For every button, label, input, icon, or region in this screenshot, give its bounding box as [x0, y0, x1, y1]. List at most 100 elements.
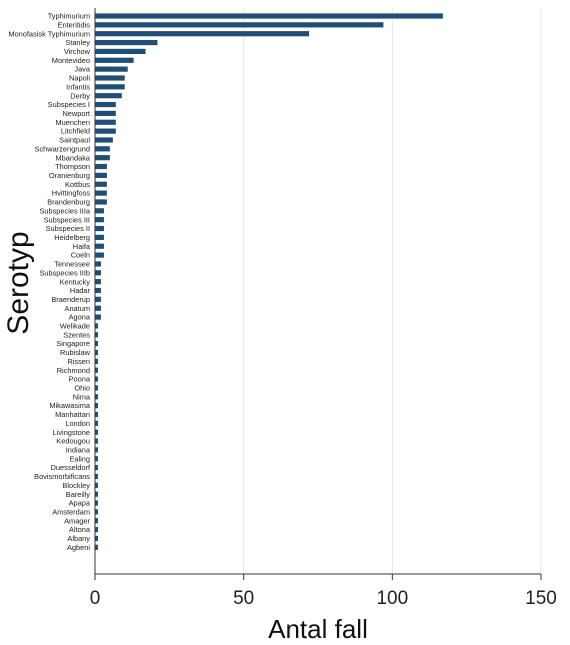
- category-label: Ealing: [69, 454, 90, 463]
- bar: [95, 181, 107, 187]
- bar: [95, 526, 98, 533]
- category-label: Enteritidis: [58, 20, 91, 29]
- bar: [95, 110, 116, 117]
- bar: [95, 84, 125, 90]
- bar: [95, 172, 107, 178]
- bar: [95, 261, 101, 267]
- bar: [95, 323, 98, 329]
- bar: [95, 314, 101, 320]
- category-label: Hvittingfoss: [52, 189, 91, 198]
- category-label: Schwarzengrund: [35, 144, 90, 153]
- category-label: Haifa: [73, 242, 91, 251]
- category-label: Litchfield: [61, 127, 90, 136]
- category-label: Indiana: [66, 445, 91, 454]
- bar: [95, 22, 384, 28]
- x-tick-label: 50: [233, 588, 254, 609]
- bar: [95, 429, 98, 435]
- bar: [95, 234, 104, 240]
- category-label: Oranienburg: [49, 171, 90, 180]
- category-label: Coeln: [71, 251, 90, 260]
- bar: [95, 456, 98, 462]
- bar: [95, 57, 134, 63]
- category-label: Bareilly: [66, 490, 91, 499]
- gridlines: [243, 8, 542, 574]
- x-tick-label: 100: [376, 588, 408, 609]
- bar: [95, 199, 107, 205]
- category-label: Monofasisk Typhimurium: [8, 29, 90, 38]
- category-label: Richmond: [57, 366, 90, 375]
- category-label: Kedougou: [56, 437, 90, 446]
- bar: [95, 279, 101, 285]
- bar: [95, 146, 110, 152]
- category-label: Mikawasima: [49, 401, 91, 410]
- bar: [95, 341, 98, 347]
- category-label: Napoli: [69, 74, 90, 83]
- bar: [95, 252, 104, 258]
- category-label: Szentes: [63, 330, 90, 339]
- category-label: Agbeni: [67, 543, 90, 552]
- bar: [95, 491, 98, 497]
- category-label: Amager: [64, 516, 90, 525]
- category-label: Nima: [73, 392, 91, 401]
- category-label: Amsterdam: [52, 507, 90, 516]
- category-label: London: [65, 419, 90, 428]
- bar: [95, 394, 98, 400]
- bar: [95, 155, 110, 161]
- bar: [95, 137, 113, 143]
- category-label: Kottbus: [65, 180, 90, 189]
- bar: [95, 305, 101, 311]
- bar: [95, 473, 98, 480]
- bar: [95, 13, 443, 19]
- category-label: Albany: [67, 534, 90, 543]
- bar: [95, 119, 116, 125]
- bar: [95, 438, 98, 444]
- category-label: Poona: [69, 375, 91, 384]
- bar: [95, 482, 98, 488]
- category-label: Duesseldorf: [51, 463, 91, 472]
- bar: [95, 93, 122, 99]
- bar: [95, 128, 116, 134]
- category-label: Saintpaul: [59, 136, 90, 145]
- category-label: Newport: [62, 109, 90, 118]
- category-label: Muenchen: [55, 118, 90, 127]
- category-label: Brandenburg: [47, 198, 90, 207]
- x-tick-label: 150: [525, 588, 557, 609]
- bar: [95, 270, 101, 276]
- bar: [95, 217, 104, 223]
- category-label: Subspecies II: [46, 224, 90, 233]
- bar: [95, 358, 98, 364]
- bar: [95, 465, 98, 471]
- category-label: Altona: [69, 525, 91, 534]
- bar: [95, 500, 98, 506]
- bar: [95, 518, 98, 524]
- bar: [95, 66, 128, 72]
- category-label: Rubislaw: [60, 348, 91, 357]
- bars: [95, 13, 443, 550]
- category-label: Apapa: [69, 499, 91, 508]
- category-label: Subspecies IIIa: [39, 206, 90, 215]
- bar: [95, 349, 98, 356]
- category-label: Bovismorbificans: [34, 472, 90, 481]
- category-label: Singapore: [56, 339, 90, 348]
- category-label: Subspecies IIIb: [39, 268, 90, 277]
- category-label: Mbandaka: [55, 153, 90, 162]
- x-tick-label: 0: [90, 588, 101, 609]
- bar: [95, 367, 98, 373]
- bar: [95, 208, 104, 214]
- bar: [95, 101, 116, 108]
- bar: [95, 411, 98, 418]
- category-label: Ohio: [74, 384, 90, 393]
- bar: [95, 163, 107, 170]
- category-label: Java: [74, 65, 91, 74]
- category-label: Typhimurium: [48, 12, 90, 21]
- bar: [95, 296, 101, 302]
- category-label: Manhattan: [55, 410, 90, 419]
- category-label: Rissen: [67, 357, 90, 366]
- category-label: Kentucky: [60, 277, 91, 286]
- bar: [95, 447, 98, 453]
- category-label: Braenderup: [51, 295, 90, 304]
- bar: [95, 75, 125, 81]
- bar: [95, 48, 146, 55]
- bar: [95, 243, 104, 249]
